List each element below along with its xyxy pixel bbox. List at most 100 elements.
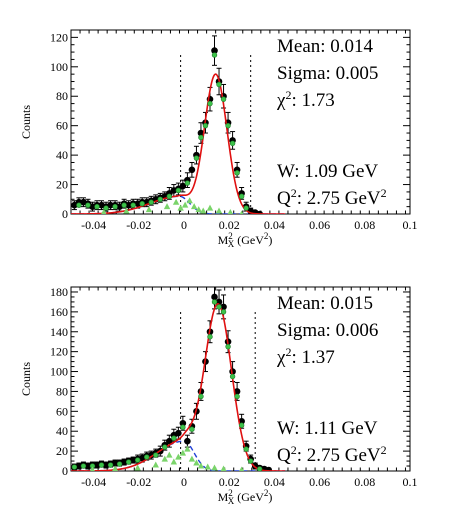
stat-q2: Q2: 2.75 GeV2 [277, 443, 387, 466]
data-point-green [189, 426, 195, 432]
x-tick-label-text: -0.04 [81, 218, 106, 232]
data-point-triangle [123, 207, 130, 214]
data-point-triangle [163, 203, 171, 210]
y-tick-label: 80 [56, 384, 68, 398]
x-tick-label: 0.04 [264, 475, 285, 489]
data-point-triangle [152, 461, 159, 468]
total-fit-curve [71, 73, 286, 214]
data-point-green [238, 193, 245, 200]
data-point-triangle [227, 209, 233, 214]
data-point-triangle [181, 201, 189, 208]
y-tick-label-text: 120 [50, 345, 68, 359]
stat-w: W: 1.11 GeV [277, 418, 378, 439]
data-point-triangle [175, 453, 182, 460]
x-axis-sup: 2 [228, 231, 233, 241]
data-point-green [184, 180, 191, 186]
data-point-green [112, 203, 118, 210]
data-point-green [225, 122, 231, 129]
y-axis-title-text: Counts [19, 105, 33, 139]
y-tick-label-text: 60 [56, 404, 68, 418]
data-point-green [153, 452, 159, 458]
data-point-green [220, 309, 227, 315]
x-axis-close: ) [268, 233, 272, 247]
y-tick-label: 140 [50, 325, 68, 339]
x-axis-close: ) [268, 490, 272, 504]
x-axis-unit: (GeV [234, 490, 264, 504]
data-point-green [171, 435, 177, 441]
x-tick-label: 0.04 [264, 218, 285, 232]
y-tick-label-text: 20 [56, 444, 68, 458]
data-point-green [166, 193, 173, 200]
x-tick-label: -0.02 [126, 218, 151, 232]
data-point-triangle [90, 466, 95, 471]
chart-panel-2: -0.04 -0.02 0 0.02 0.04 0.06 0.08 0.1 0 20 40 60 80 1… [19, 285, 418, 506]
data-point-green [198, 393, 204, 400]
x-tick-label-text: 0.02 [219, 475, 240, 489]
stat-q-unit-sup: 2 [381, 186, 387, 200]
y-tick-label: 40 [56, 148, 68, 162]
plot-frame [70, 29, 411, 215]
data-point-green [98, 462, 105, 468]
x-tick-label-text: 0.02 [219, 218, 240, 232]
data-point-green [107, 462, 114, 468]
data-point-green [202, 122, 209, 129]
stat-chi-symbol: χ [276, 90, 286, 111]
data-point-black [184, 437, 191, 445]
x-tick-label: -0.04 [81, 218, 106, 232]
data-point-black [107, 201, 114, 209]
y-tick-label: 160 [50, 305, 68, 319]
x-tick-label: 0.02 [219, 475, 240, 489]
x-tick-label: 0.08 [354, 475, 375, 489]
data-point-triangle [145, 206, 153, 213]
data-point-triangle [204, 463, 211, 470]
stat-q2: Q2: 2.75 GeV2 [277, 186, 387, 209]
stat-q-sup: 2 [291, 186, 297, 200]
x-tick-label: 0.08 [354, 218, 375, 232]
x-axis-base: M [218, 233, 229, 247]
data-point-green [148, 199, 154, 205]
y-tick-label-text: 140 [50, 325, 68, 339]
data-point-triangle [112, 465, 118, 471]
data-point-triangle [239, 466, 245, 471]
y-tick-label-text: 0 [62, 464, 68, 478]
data-point-black [179, 419, 187, 427]
data-point-green [211, 52, 218, 58]
data-point-triangle [184, 445, 191, 452]
y-tick-label: 100 [50, 60, 68, 74]
data-point-green [243, 205, 249, 211]
x-axis-sub: X [228, 239, 235, 249]
x-axis-unit: (GeV [234, 233, 264, 247]
data-point-green [216, 81, 222, 88]
data-point-black [111, 459, 119, 467]
stat-q-unit-sup: 2 [381, 443, 387, 457]
stat-sigma: Sigma: 0.005 [277, 63, 378, 84]
data-point-green [234, 170, 240, 176]
x-tick-label-text: 0.04 [264, 218, 285, 232]
y-tick-label: 100 [50, 365, 68, 379]
data-point-green [157, 196, 163, 202]
data-point-green [71, 464, 78, 470]
data-point-green [130, 202, 136, 208]
stat-chi2: χ2: 1.73 [276, 88, 335, 111]
y-tick-label-text: 160 [50, 305, 68, 319]
x-axis-title: M2 X (GeV2) [218, 231, 273, 249]
x-tick-label: -0.04 [81, 475, 106, 489]
data-point-green [180, 424, 186, 430]
x-tick-label-text: 0.04 [264, 475, 285, 489]
y-tick-label-text: 40 [56, 424, 68, 438]
chart-panel-1: -0.04 -0.02 0 0.02 0.04 0.06 0.08 0.1 0 20 40 60 80 1… [19, 29, 418, 249]
y-tick-label-text: 60 [56, 119, 68, 133]
stat-mean-text: Mean: 0.015 [277, 293, 373, 314]
data-point-green [211, 299, 218, 305]
stat-chi2: χ2: 1.37 [276, 345, 335, 368]
data-point-black [211, 293, 218, 301]
y-tick-label-text: 20 [56, 178, 68, 192]
data-point-triangle [101, 209, 107, 214]
x-tick-label-text: 0.1 [403, 218, 418, 232]
data-point-green [234, 393, 240, 400]
stat-w-text: W: 1.09 GeV [277, 161, 378, 182]
data-point-triangle [197, 462, 205, 469]
y-axis-title-text: Counts [19, 362, 33, 396]
data-point-green [76, 202, 82, 208]
data-point-green [193, 155, 200, 161]
